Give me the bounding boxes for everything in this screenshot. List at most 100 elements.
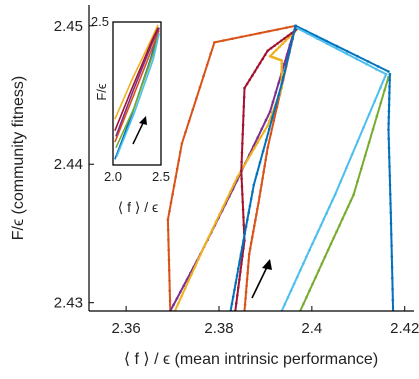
main-series-marker <box>198 86 202 89</box>
main-series-marker <box>268 54 272 58</box>
main-series-marker <box>167 248 170 252</box>
main-series-marker <box>197 258 200 261</box>
main-series-marker <box>255 213 258 216</box>
main-series-marker <box>387 116 391 119</box>
main-series-marker <box>241 132 244 136</box>
main-series-marker <box>280 68 284 71</box>
main-series-marker <box>387 128 390 131</box>
main-series-line <box>173 27 299 311</box>
main-series-marker <box>356 54 359 58</box>
main-series-marker <box>252 230 255 233</box>
main-series-line <box>299 76 390 311</box>
main-series-marker <box>267 30 270 33</box>
main-series-marker <box>280 82 284 86</box>
main-series-marker <box>387 122 390 125</box>
main-series-marker <box>261 177 264 180</box>
main-series-marker <box>240 185 244 188</box>
main-series-marker <box>390 244 393 247</box>
main-series-marker <box>291 37 294 40</box>
main-series-marker <box>276 28 279 31</box>
main-series-marker <box>246 265 250 269</box>
main-series-marker <box>264 118 268 122</box>
main-series-marker <box>387 97 391 101</box>
inset-x-axis-label: ⟨ f ⟩ / ϵ <box>118 199 158 215</box>
main-series-marker <box>187 280 190 283</box>
main-series-marker <box>271 51 275 55</box>
main-series-marker <box>288 50 291 53</box>
main-series-marker <box>172 303 175 307</box>
main-series-marker <box>242 105 246 108</box>
main-series-marker <box>233 288 236 292</box>
main-series-marker <box>280 71 284 74</box>
main-series-marker <box>285 63 288 66</box>
main-series-marker <box>332 236 336 240</box>
main-series-marker <box>388 91 391 94</box>
main-series-marker <box>249 152 253 156</box>
main-series-marker <box>230 302 234 306</box>
inset-series-line <box>116 33 160 157</box>
main-series-marker <box>242 114 245 118</box>
main-series-marker <box>232 182 236 186</box>
main-series-marker <box>251 74 254 77</box>
main-series-marker <box>207 235 210 239</box>
main-series-marker <box>277 81 280 85</box>
main-series-marker <box>172 184 176 188</box>
main-series-marker <box>263 129 266 133</box>
main-series-marker <box>242 239 245 242</box>
main-series-marker <box>305 255 308 259</box>
main-series-marker <box>245 278 249 281</box>
main-series-marker <box>283 37 286 40</box>
main-series-marker <box>259 189 262 192</box>
x-tick-label: 2.4 <box>301 320 322 337</box>
y-tick-label: 2.43 <box>54 295 83 312</box>
inset-y-tick-label: 2.5 <box>91 14 109 29</box>
main-series-marker <box>345 166 348 170</box>
main-series-marker <box>246 158 249 161</box>
main-series-marker <box>167 238 170 242</box>
main-series-marker <box>286 34 290 38</box>
main-series-marker <box>261 150 265 153</box>
main-series-marker <box>275 48 278 52</box>
main-series-marker <box>274 91 278 94</box>
main-series-marker <box>167 269 171 272</box>
main-series-marker <box>202 74 205 78</box>
main-series-marker <box>286 56 290 60</box>
main-series-marker <box>389 211 393 214</box>
x-tick-label: 2.42 <box>390 320 419 337</box>
main-series-marker <box>279 39 283 43</box>
main-series-marker <box>242 223 246 227</box>
main-series-marker <box>350 153 354 156</box>
main-series-marker <box>179 290 182 294</box>
main-series-marker <box>253 146 256 150</box>
main-series-marker <box>260 183 263 186</box>
inset-y-axis-label: F/ϵ <box>94 83 109 101</box>
main-series-marker <box>306 32 310 35</box>
main-series-marker <box>387 103 391 107</box>
main-series-marker <box>229 190 232 194</box>
main-series-marker <box>329 242 333 246</box>
main-series-marker <box>245 82 249 86</box>
main-series-marker <box>271 116 274 119</box>
main-series-marker <box>387 137 391 141</box>
main-series-marker <box>241 200 244 204</box>
main-series-marker <box>263 53 267 57</box>
main-series-marker <box>376 65 380 68</box>
main-series-marker <box>241 123 245 127</box>
main-series-marker <box>326 42 329 46</box>
main-series-marker <box>246 271 249 275</box>
main-series-marker <box>241 254 244 258</box>
main-axes: 2.36 2.38 2.4 2.42 2.43 2.44 2.45 <box>54 5 419 337</box>
main-series-marker <box>244 290 248 294</box>
main-series-marker <box>289 43 293 47</box>
main-series-marker <box>289 32 293 35</box>
main-series-marker <box>187 119 191 123</box>
main-series-line <box>387 74 395 311</box>
main-series-marker <box>319 224 323 227</box>
main-series-marker <box>221 205 225 209</box>
main-series-marker <box>258 61 262 65</box>
main-series-marker <box>254 218 257 222</box>
main-series-marker <box>261 57 264 61</box>
main-series-marker <box>240 177 243 181</box>
main-series-marker <box>346 205 350 209</box>
main-series-marker <box>177 159 181 162</box>
